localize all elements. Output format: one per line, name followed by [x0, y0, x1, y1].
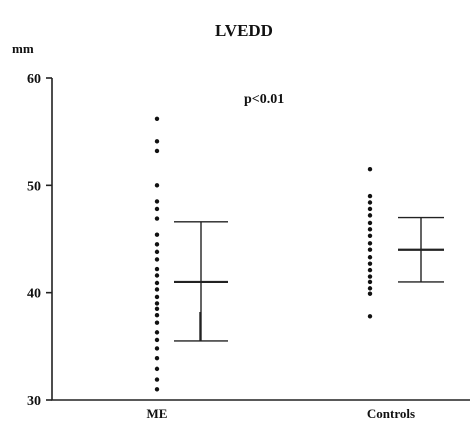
axes: [51, 78, 470, 401]
data-point: [154, 242, 160, 247]
data-point: [367, 213, 373, 218]
data-point: [367, 220, 373, 226]
data-point: [154, 320, 160, 325]
p-value-annotation: p<0.01: [244, 92, 284, 107]
chart-title: LVEDD: [215, 21, 273, 40]
data-point: [154, 287, 160, 292]
y-tick-label: 30: [27, 394, 41, 409]
data-point: [154, 337, 160, 343]
data-point: [367, 241, 373, 246]
data-point: [154, 199, 160, 204]
data-point: [154, 232, 160, 237]
data-point: [154, 313, 160, 318]
y-tick-label: 50: [27, 179, 41, 194]
data-point: [367, 291, 373, 296]
data-point: [367, 193, 373, 199]
data-point: [367, 233, 373, 238]
data-point: [367, 314, 373, 319]
data-point: [367, 279, 373, 285]
data-point: [154, 330, 160, 335]
data-point: [154, 183, 160, 188]
x-category-label: Controls: [367, 406, 415, 421]
data-point: [367, 200, 373, 205]
data-point: [154, 139, 160, 144]
data-point: [367, 227, 373, 232]
y-tick-label: 40: [27, 287, 41, 302]
y-axis-unit: mm: [12, 41, 34, 56]
x-category-label: ME: [147, 406, 168, 421]
data-point: [154, 216, 160, 221]
data-point: [154, 306, 160, 311]
data-point: [367, 255, 373, 260]
data-point: [154, 280, 160, 286]
data-point: [154, 257, 160, 262]
data-point: [367, 274, 373, 279]
data-point: [154, 387, 160, 392]
data-point: [154, 273, 160, 278]
data-point: [154, 346, 160, 351]
plot-area: [154, 116, 444, 392]
data-point: [154, 355, 160, 361]
data-point: [154, 301, 160, 306]
data-point: [154, 377, 160, 382]
data-point: [367, 267, 373, 273]
data-point: [367, 247, 373, 252]
data-point: [154, 206, 160, 212]
y-ticks: 30 40 50 60: [27, 72, 52, 409]
y-tick-label: 60: [27, 72, 41, 87]
data-point: [154, 266, 160, 272]
data-point: [367, 206, 373, 212]
data-point: [154, 294, 160, 300]
data-point: [154, 249, 160, 255]
x-categories: ME Controls: [147, 406, 416, 421]
data-point: [367, 167, 373, 172]
data-point: [367, 286, 373, 291]
data-point: [367, 261, 373, 266]
data-point: [154, 366, 160, 372]
data-point: [154, 148, 160, 154]
data-point: [154, 116, 160, 121]
